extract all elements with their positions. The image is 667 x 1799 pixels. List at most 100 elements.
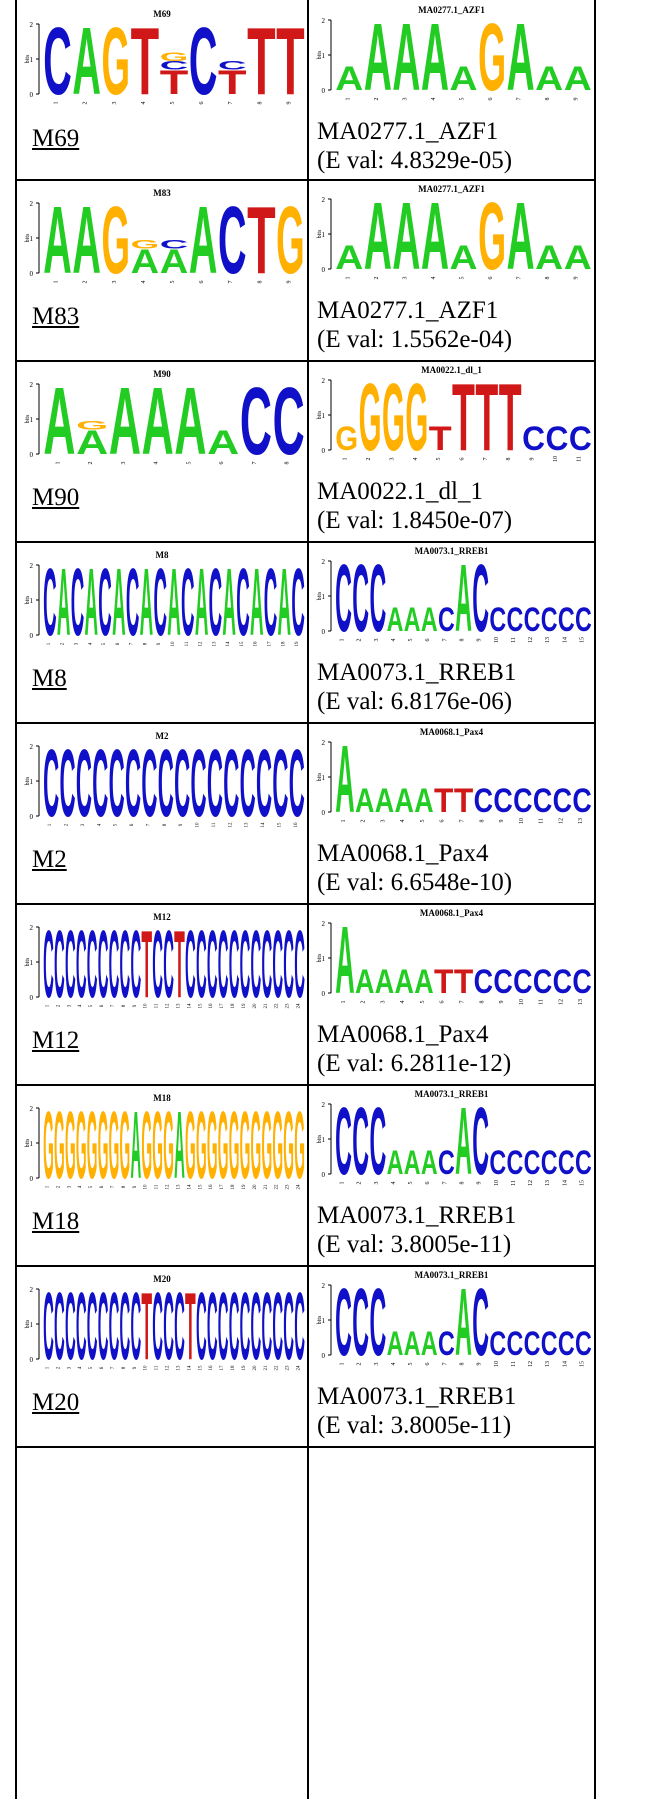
logo-y-tick-label: 1 <box>322 1136 326 1144</box>
motif-cell: M2 0 1 2 bits C 1 C 2 C 3 C 4 C 5 C 6 C 7 C 8 C 9 C 10 C 11 C 12 C 13 C… <box>17 724 307 903</box>
logo-y-label: bits <box>317 1315 323 1324</box>
logo-position-label: 6 <box>199 102 205 105</box>
logo-letter-G: G <box>98 1093 109 1199</box>
logo-position-label: 8 <box>122 1185 127 1188</box>
logo-position-label: 1 <box>340 1363 346 1366</box>
logo-letter-A: A <box>85 549 99 656</box>
logo-position-label: 5 <box>460 277 466 280</box>
logo-position-label: 10 <box>171 641 176 647</box>
match-e-value: (E val: 6.8176e-06) <box>317 688 513 715</box>
logo-position-label: 15 <box>198 1365 203 1371</box>
logo-title: M90 <box>153 369 171 379</box>
logo-letter-C: C <box>474 963 493 1001</box>
logo-letter-C: C <box>126 549 140 656</box>
logo-letter-G: G <box>359 365 382 471</box>
logo-letter-T: T <box>434 963 454 1001</box>
logo-letter-A: A <box>395 963 414 1001</box>
logo-letter-C: C <box>572 782 591 820</box>
motif-link[interactable]: M69 <box>32 125 80 152</box>
logo-letter-C: C <box>160 60 189 73</box>
logo-position-label: 4 <box>154 462 160 465</box>
logo-letter-A: A <box>43 188 72 294</box>
svg-text:C: C <box>256 729 272 836</box>
logo-letter-C: C <box>369 544 386 651</box>
logo-position-label: 5 <box>436 458 442 461</box>
logo-position-label: 23 <box>286 1184 291 1190</box>
svg-text:A: A <box>387 602 404 639</box>
svg-text:A: A <box>142 368 174 474</box>
motif-link[interactable]: M20 <box>32 1389 80 1416</box>
motif-link[interactable]: M12 <box>32 1027 80 1054</box>
logo-letter-C: C <box>218 912 229 1018</box>
svg-text:A: A <box>130 1093 141 1199</box>
logo-position-label: 16 <box>209 1003 214 1009</box>
logo-letter-A: A <box>140 549 154 656</box>
logo-position-label: 9 <box>574 98 580 101</box>
svg-text:C: C <box>289 729 305 836</box>
svg-text:C: C <box>283 912 294 1018</box>
svg-text:G: G <box>65 1093 76 1199</box>
logo-letter-C: C <box>294 1274 305 1380</box>
logo-letter-C: C <box>493 782 512 820</box>
svg-text:C: C <box>474 782 493 820</box>
logo-position-label: 4 <box>78 1185 83 1188</box>
svg-text:G: G <box>382 365 405 471</box>
logo-letter-A: A <box>57 549 71 656</box>
svg-text:C: C <box>272 912 283 1018</box>
logo-position-label: 24 <box>297 1184 302 1190</box>
logo-y-tick-label: 0 <box>322 628 326 636</box>
logo-position-label: 12 <box>528 637 534 643</box>
logo-position-label: 5 <box>408 1363 414 1366</box>
logo-letter-G: G <box>102 188 131 294</box>
logo-position-label: 8 <box>122 1004 127 1007</box>
logo-y-tick-label: 0 <box>30 994 34 1002</box>
logo-letter-A: A <box>455 1268 472 1375</box>
logo-letter-C: C <box>43 1274 54 1380</box>
svg-text:C: C <box>558 602 575 639</box>
motif-link[interactable]: M18 <box>32 1208 80 1235</box>
logo-position-label: 11 <box>185 641 190 646</box>
logo-letter-G: G <box>382 365 405 471</box>
match-cell: MA0022.1_dl_1 0 1 2 bits G 1 G 2 G 3 G 4 T 5 T 6 T 7 T 8 C 9 C 1… <box>309 362 594 541</box>
logo-position-label: 9 <box>286 281 292 284</box>
motif-link[interactable]: M90 <box>32 484 80 511</box>
logo-position-label: 13 <box>245 822 250 828</box>
logo-letter-C: C <box>507 602 524 639</box>
logo-position-label: 1 <box>48 823 53 826</box>
svg-text:C: C <box>130 912 141 1018</box>
logo-y-tick-label: 1 <box>30 56 34 64</box>
svg-text:C: C <box>126 549 140 656</box>
table-row-divider <box>15 903 596 905</box>
logo-title: M12 <box>153 912 171 922</box>
svg-text:T: T <box>174 912 185 1018</box>
svg-text:C: C <box>438 1145 455 1182</box>
motif-link[interactable]: M8 <box>32 665 67 692</box>
logo-position-label: 3 <box>374 1363 380 1366</box>
svg-text:C: C <box>240 1274 251 1380</box>
match-e-value: (E val: 1.8450e-07) <box>317 507 513 534</box>
motif-link[interactable]: M2 <box>32 846 67 873</box>
logo-letter-A: A <box>335 238 363 276</box>
logo-letter-C: C <box>283 1274 294 1380</box>
logo-position-label: 1 <box>54 281 60 284</box>
motif-cell: M12 0 1 2 bits C 1 C 2 C 3 C 4 C 5 C 6 C 7 C 8 C 9 T 10 C 11 C 12 T 13… <box>17 905 307 1084</box>
logo-letter-C: C <box>98 549 112 656</box>
svg-text:T: T <box>276 9 305 115</box>
svg-text:A: A <box>375 963 394 1001</box>
logo-letter-A: A <box>414 782 433 820</box>
logo-position-label: 3 <box>121 462 127 465</box>
logo-letter-A: A <box>43 368 75 474</box>
logo-letter-A: A <box>109 368 141 474</box>
svg-text:C: C <box>273 368 305 474</box>
match-cell: MA0068.1_Pax4 0 1 2 bits A 1 A 2 A 3 A 4 A 5 T 6 T 7 C 8 C 9 C 1… <box>309 905 594 1084</box>
svg-text:G: G <box>76 1093 87 1199</box>
logo-letter-A: A <box>130 1093 141 1199</box>
logo-y-tick-label: 2 <box>30 1286 34 1294</box>
svg-text:A: A <box>72 188 101 294</box>
logo-position-label: 12 <box>528 1361 534 1367</box>
logo-y-tick-label: 0 <box>30 1356 34 1364</box>
logo-position-label: 13 <box>212 641 217 647</box>
logo-title: M8 <box>156 550 169 560</box>
table-row-divider <box>15 1446 596 1448</box>
motif-link[interactable]: M83 <box>32 303 80 330</box>
